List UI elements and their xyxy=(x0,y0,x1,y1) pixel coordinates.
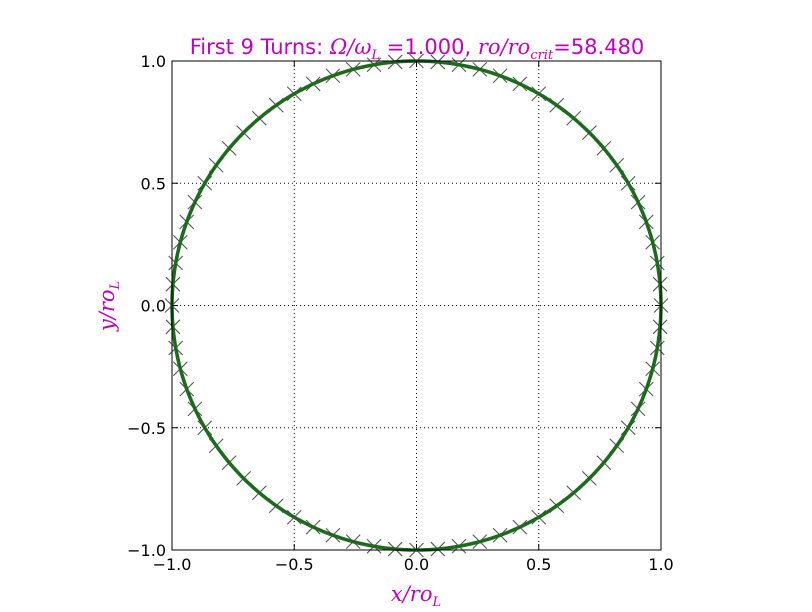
x-axis-label: x/roL xyxy=(391,582,441,610)
y-axis-label-main: y/ro xyxy=(95,290,119,333)
y-tick-label: 0.0 xyxy=(141,297,166,316)
title-ro-sub: crit xyxy=(530,48,554,63)
trajectory-turn xyxy=(170,59,663,552)
y-tick-label: −1.0 xyxy=(127,541,166,560)
title-ro-value: 58.480 xyxy=(571,35,644,59)
x-tick-label: 0.0 xyxy=(404,555,429,574)
x-axis-label-sub: L xyxy=(431,595,441,610)
title-ro-eq: = xyxy=(553,35,571,59)
title-omega-sub: L xyxy=(370,48,380,63)
chart-title: First 9 Turns: Ω/ωL =1.000, ro/rocrit=58… xyxy=(190,35,645,63)
grid xyxy=(172,61,661,550)
title-ro-expr: ro/ro xyxy=(478,35,530,59)
plot-frame xyxy=(171,60,662,551)
x-tick-label: −0.5 xyxy=(275,555,314,574)
x-tick-label: −1.0 xyxy=(153,555,192,574)
y-tick-label: −0.5 xyxy=(127,419,166,438)
y-tick-label: 0.5 xyxy=(141,174,166,193)
title-omega-expr: Ω/ω xyxy=(329,35,372,59)
x-tick-labels: −1.0 −0.5 0.0 0.5 1.0 xyxy=(153,555,674,574)
title-omega-eq: = xyxy=(380,35,404,59)
title-separator: , xyxy=(465,35,478,59)
x-tick-label: 0.5 xyxy=(526,555,551,574)
y-axis-label: y/roL xyxy=(95,281,123,332)
y-tick-labels: −1.0 −0.5 0.0 0.5 1.0 xyxy=(127,52,166,560)
title-omega-value: 1.000 xyxy=(404,35,464,59)
y-tick-label: 1.0 xyxy=(141,52,166,71)
title-prefix: First 9 Turns: xyxy=(190,35,330,59)
x-axis-label-main: x/ro xyxy=(391,582,433,606)
x-tick-label: 1.0 xyxy=(648,555,673,574)
y-axis-label-sub: L xyxy=(108,281,123,291)
